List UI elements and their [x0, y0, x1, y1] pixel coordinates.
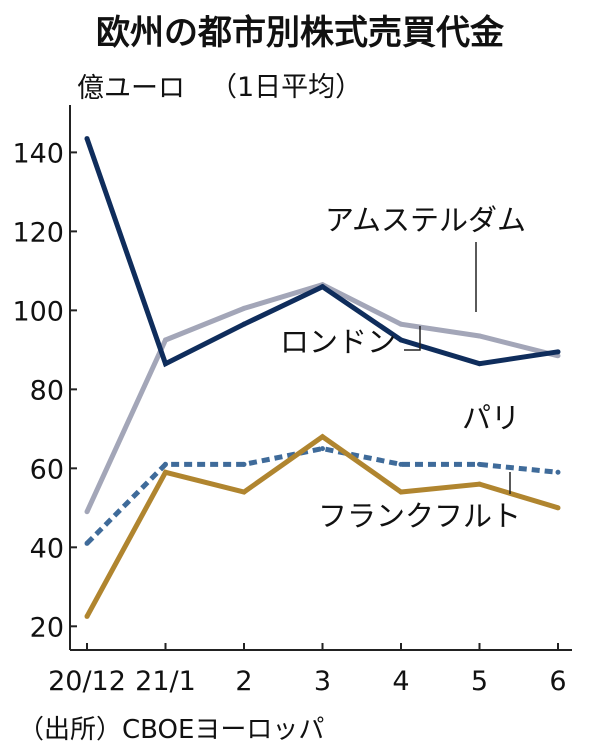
data-point	[477, 361, 482, 367]
data-point	[398, 337, 404, 343]
data-point	[163, 337, 168, 343]
x-tick-label: 21/1	[135, 666, 196, 697]
series-line-0	[84, 282, 559, 513]
y-tick-label: 140	[12, 138, 64, 169]
x-tick-label: 4	[392, 666, 409, 697]
data-point	[555, 469, 561, 475]
data-point	[320, 434, 325, 440]
source-note: （出所）CBOEヨーロッパ	[18, 715, 324, 745]
series-lines	[84, 136, 561, 619]
axes: 20 40 60 80 100 120 140 20/12 21/1 2 3 4 5 6	[12, 105, 572, 697]
x-tick-label: 3	[314, 666, 331, 697]
chart-title: 欧州の都市別株式売買代金	[96, 13, 505, 53]
data-point	[163, 361, 168, 367]
data-point	[555, 349, 561, 355]
y-axis-unit-label: 億ユーロ	[77, 73, 185, 104]
y-tick-label: 100	[12, 296, 64, 327]
data-point	[84, 509, 90, 515]
data-point	[84, 540, 90, 546]
series-label-3: フランクフルト	[318, 499, 521, 533]
data-point	[320, 284, 325, 290]
data-point	[320, 446, 325, 452]
data-point	[477, 481, 482, 487]
series-label-0: アムステルダム	[325, 203, 526, 237]
data-point	[241, 321, 247, 327]
data-point	[84, 613, 90, 619]
y-tick-label: 80	[30, 375, 64, 406]
data-point	[241, 305, 247, 311]
series-label-1: ロンドン	[280, 325, 396, 359]
y-tick-label: 40	[30, 533, 64, 564]
data-point	[477, 461, 482, 467]
x-tick-label: 5	[471, 666, 488, 697]
data-point	[241, 461, 247, 467]
data-point	[163, 461, 168, 467]
y-tick-label: 20	[30, 612, 64, 643]
leader-london	[404, 326, 421, 351]
y-tick-label: 120	[12, 217, 64, 248]
x-tick-label: 2	[235, 666, 252, 697]
series-label-2: パリ	[462, 401, 520, 435]
data-point	[84, 136, 90, 142]
data-point	[555, 353, 561, 359]
chart-subtitle: （1日平均）	[210, 72, 362, 103]
data-point	[163, 469, 168, 475]
data-point	[398, 489, 404, 495]
x-tick-label: 6	[549, 666, 566, 697]
data-point	[555, 505, 561, 511]
data-point	[398, 321, 404, 327]
series-label-leaders	[404, 242, 511, 494]
y-tick-label: 60	[30, 454, 64, 485]
data-point	[477, 333, 482, 339]
data-point	[398, 461, 404, 467]
x-tick-label: 20/12	[48, 666, 126, 697]
data-point	[241, 489, 247, 495]
